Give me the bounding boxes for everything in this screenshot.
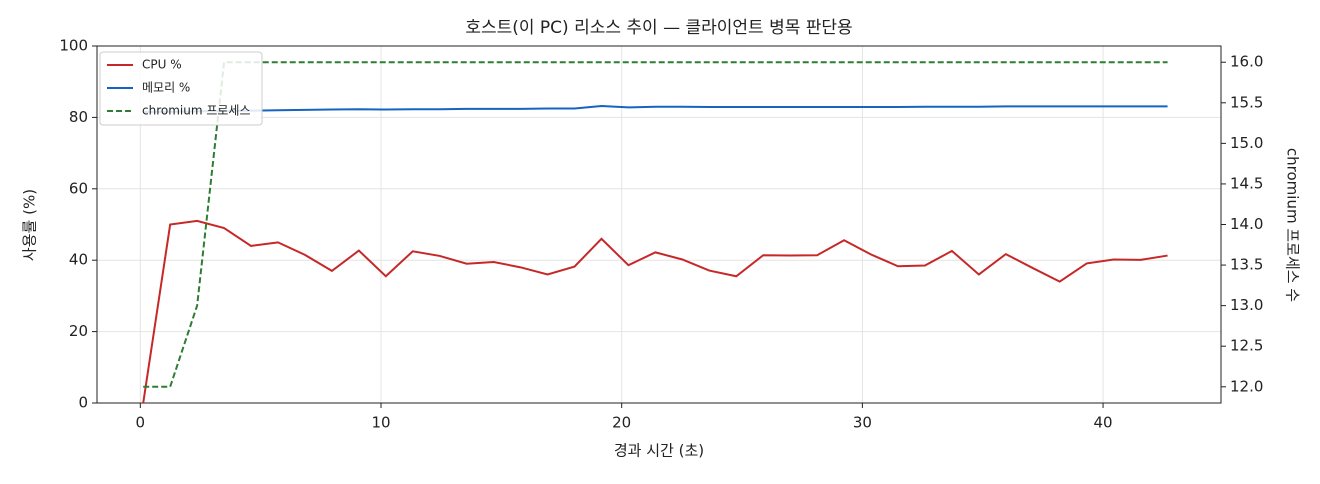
y2-tick-label: 14.0: [1230, 215, 1263, 233]
x-tick-label: 20: [612, 414, 631, 432]
series-line: [143, 61, 1168, 388]
x-tick-label: 30: [853, 414, 872, 432]
x-tick-label: 0: [136, 414, 146, 432]
y-tick-label: 20: [69, 322, 88, 340]
y2-tick-label: 14.5: [1230, 174, 1263, 192]
y-tick-label: 100: [59, 37, 88, 55]
y-tick-label: 80: [69, 108, 88, 126]
y2-axis-label: chromium 프로세스 수: [1284, 148, 1302, 302]
y-tick-label: 0: [78, 394, 88, 412]
legend-label: chromium 프로세스: [142, 104, 251, 118]
x-tick-label: 40: [1094, 414, 1113, 432]
legend-box: [99, 51, 263, 126]
y2-tick-label: 15.5: [1230, 93, 1263, 111]
series-line: [142, 219, 1168, 404]
x-axis-label: 경과 시간 (초): [614, 442, 704, 460]
y2-tick-label: 12.5: [1230, 337, 1263, 355]
y2-tick-label: 13.5: [1230, 256, 1263, 274]
legend-label: CPU %: [142, 58, 182, 72]
y2-tick-label: 12.0: [1230, 377, 1263, 395]
y-axis-label: 사용률 (%): [21, 189, 39, 261]
chart-title: 호스트(이 PC) 리소스 추이 — 클라이언트 병목 판단용: [465, 18, 852, 38]
legend-label: 메모리 %: [142, 81, 190, 95]
y2-tick-label: 16.0: [1230, 53, 1263, 71]
y-tick-label: 40: [69, 251, 88, 269]
plot-frame: [96, 45, 1222, 404]
y-tick-label: 60: [69, 179, 88, 197]
x-tick-label: 10: [371, 414, 390, 432]
y2-tick-label: 13.0: [1230, 296, 1263, 314]
series-line: [143, 104, 1168, 114]
y2-tick-label: 15.0: [1230, 134, 1263, 152]
